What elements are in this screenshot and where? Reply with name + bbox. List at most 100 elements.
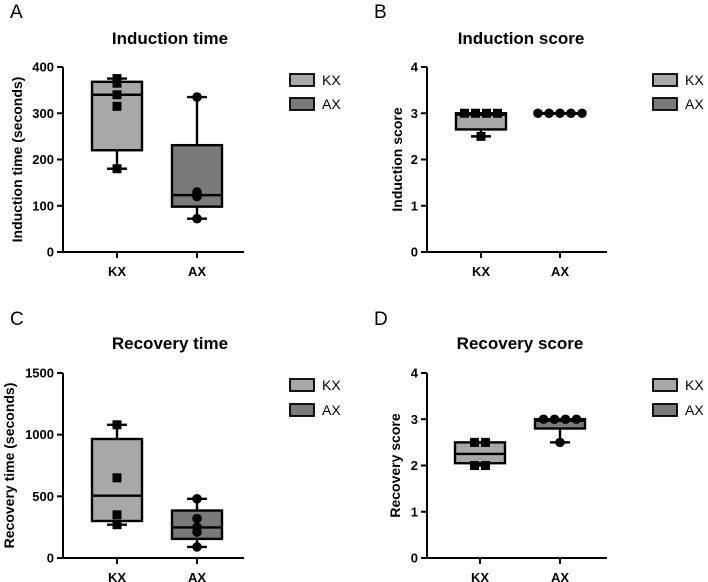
- chart-title: Induction time: [112, 29, 228, 48]
- legend-swatch: [289, 97, 315, 111]
- box-ax: [170, 92, 224, 224]
- legend-item-ax: AX: [652, 96, 704, 112]
- data-point: [192, 494, 202, 504]
- data-point: [112, 78, 122, 88]
- y-tick-label: 0: [47, 551, 54, 566]
- data-point: [555, 108, 565, 119]
- chart-title: Recovery time: [112, 334, 228, 353]
- legend-label: KX: [685, 377, 704, 393]
- chart-title: Induction score: [458, 29, 585, 48]
- data-point: [192, 513, 202, 524]
- legend-label: AX: [685, 96, 704, 112]
- legend-swatch: [652, 73, 678, 87]
- data-point: [481, 437, 490, 447]
- data-point: [471, 108, 480, 118]
- chart-title: Recovery score: [457, 334, 584, 353]
- x-tick-label: KX: [472, 264, 490, 279]
- legend-label: AX: [685, 402, 704, 418]
- y-tick-label: 1: [411, 504, 418, 519]
- legend-swatch: [652, 403, 678, 417]
- panel-b: B Induction score Induction score 0 1 2 3 4 KX AX…: [374, 2, 704, 279]
- data-point: [192, 213, 202, 224]
- legend-item-kx: KX: [289, 72, 341, 88]
- y-axis-label: Induction time (seconds): [9, 77, 25, 243]
- data-point: [192, 522, 202, 532]
- y-tick-label: 400: [32, 60, 54, 75]
- legend-swatch: [289, 403, 315, 417]
- legend-label: AX: [322, 96, 341, 112]
- y-tick-label: 200: [32, 152, 54, 167]
- legend-item-kx: KX: [289, 377, 341, 393]
- y-tick-label: 1500: [25, 366, 54, 381]
- legend-label: KX: [322, 72, 341, 88]
- y-tick-label: 4: [411, 366, 419, 381]
- data-point: [112, 420, 122, 430]
- legend-item-ax: AX: [289, 402, 341, 418]
- y-tick-label: 3: [411, 106, 418, 121]
- y-axis-label: Recovery time (seconds): [1, 383, 17, 549]
- data-point: [577, 108, 587, 119]
- y-tick-label: 500: [32, 489, 54, 504]
- box-iqr: [90, 80, 144, 152]
- box-kx: [90, 420, 144, 530]
- data-point: [549, 414, 560, 425]
- data-point: [112, 164, 122, 174]
- panel-d: D Recovery score Recovery score 0 1 2 3 4 KX AX KX…: [374, 309, 704, 582]
- data-point: [493, 108, 502, 118]
- legend-swatch: [652, 378, 678, 392]
- data-point: [566, 108, 576, 119]
- data-point: [112, 510, 122, 520]
- x-tick-label: KX: [108, 264, 126, 279]
- data-point: [470, 437, 479, 447]
- panel-letter: B: [374, 2, 387, 23]
- box-kx: [90, 74, 144, 174]
- data-point: [112, 74, 122, 84]
- legend-item-ax: AX: [652, 402, 704, 418]
- data-point: [544, 108, 554, 119]
- data-point: [481, 461, 490, 470]
- box-kx: [454, 108, 508, 141]
- y-tick-label: 2: [411, 152, 418, 167]
- y-tick-label: 100: [32, 198, 54, 213]
- legend-item-kx: KX: [652, 72, 704, 88]
- data-point: [476, 131, 486, 141]
- y-tick-label: 3: [411, 412, 418, 427]
- y-axis-label: Induction score: [389, 107, 405, 211]
- data-point: [555, 437, 565, 448]
- y-tick-label: 0: [411, 245, 418, 260]
- data-point: [112, 101, 122, 111]
- data-point: [470, 461, 479, 470]
- legend-swatch: [289, 378, 315, 392]
- legend-label: KX: [322, 377, 341, 393]
- data-point: [460, 108, 469, 118]
- y-tick-label: 0: [47, 245, 54, 260]
- data-point: [192, 542, 202, 552]
- x-tick-label: KX: [471, 570, 489, 582]
- legend-item-ax: AX: [289, 96, 341, 112]
- x-tick-label: AX: [551, 570, 569, 582]
- data-point: [538, 414, 549, 425]
- box-iqr: [533, 418, 587, 430]
- panel-letter: D: [374, 309, 388, 330]
- panel-letter: C: [10, 309, 24, 330]
- data-point: [112, 520, 122, 530]
- box-ax: [533, 108, 587, 119]
- box-ax: [533, 414, 587, 448]
- data-point: [112, 90, 122, 100]
- data-point: [192, 92, 202, 102]
- y-tick-label: 4: [411, 60, 419, 75]
- y-tick-label: 2: [411, 458, 418, 473]
- y-tick-label: 1: [411, 198, 418, 213]
- x-tick-label: AX: [188, 570, 206, 582]
- y-tick-label: 300: [32, 106, 54, 121]
- panel-letter: A: [10, 2, 23, 23]
- legend-label: KX: [685, 72, 704, 88]
- x-tick-label: AX: [188, 264, 206, 279]
- box-kx: [453, 437, 507, 470]
- legend-item-kx: KX: [652, 377, 704, 393]
- data-point: [482, 108, 491, 118]
- box-ax: [170, 494, 224, 552]
- legend-label: AX: [322, 402, 341, 418]
- legend-swatch: [289, 73, 315, 87]
